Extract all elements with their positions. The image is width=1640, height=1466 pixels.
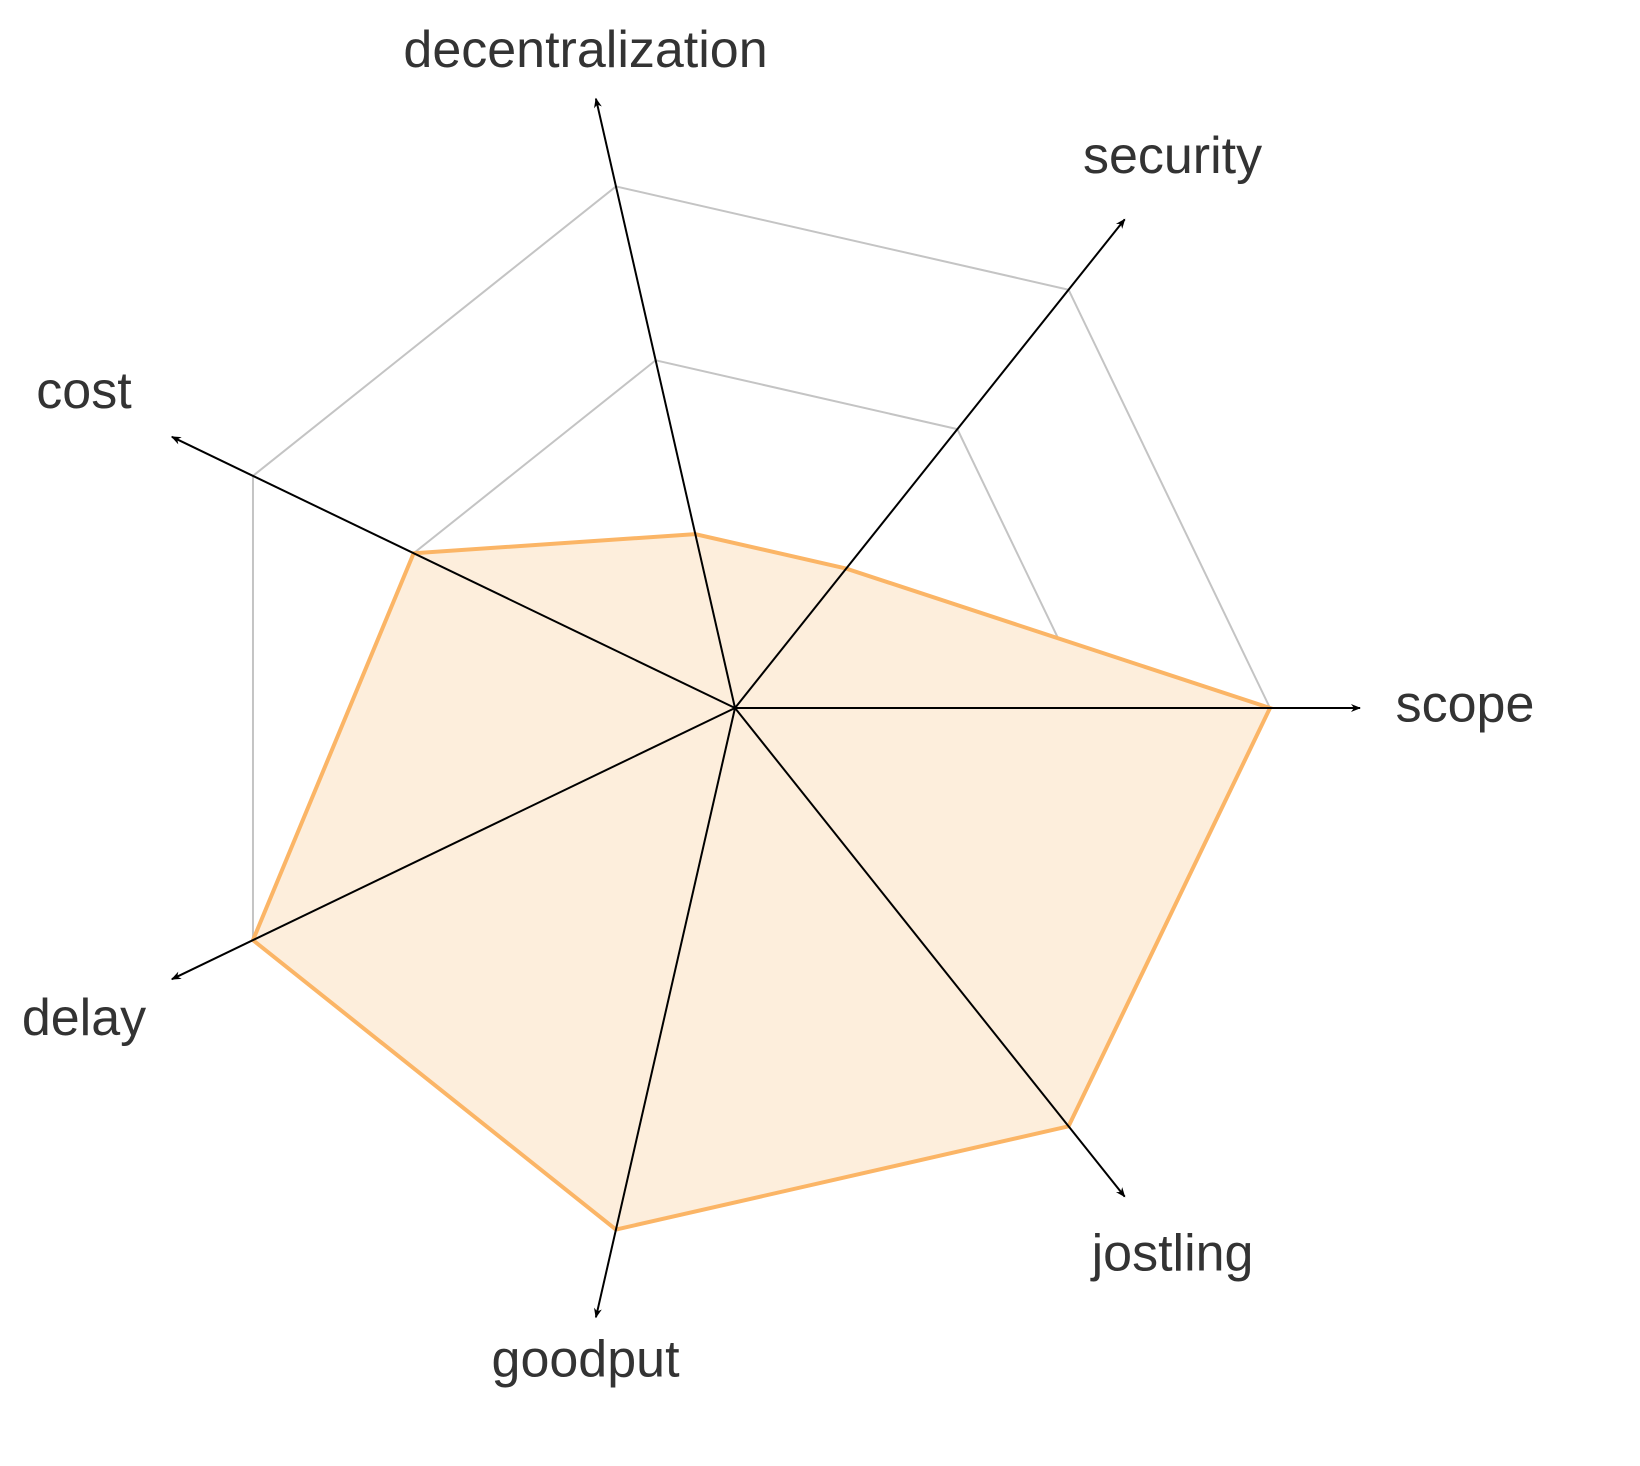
axis-line [734, 218, 1126, 709]
axis-label: decentralization [403, 21, 767, 79]
axis-line [734, 707, 1126, 1198]
axis-label: goodput [492, 1331, 681, 1389]
axis-line [170, 707, 736, 981]
axis-label: delay [22, 989, 146, 1047]
axis-label: cost [36, 362, 132, 420]
axis-label: security [1083, 127, 1262, 185]
axis-label: scope [1396, 676, 1535, 734]
axis-line [594, 97, 736, 709]
axis-line [594, 707, 736, 1319]
data-area [250, 532, 1273, 1232]
axis-line [170, 435, 736, 709]
axis-label: jostling [1090, 1224, 1254, 1282]
